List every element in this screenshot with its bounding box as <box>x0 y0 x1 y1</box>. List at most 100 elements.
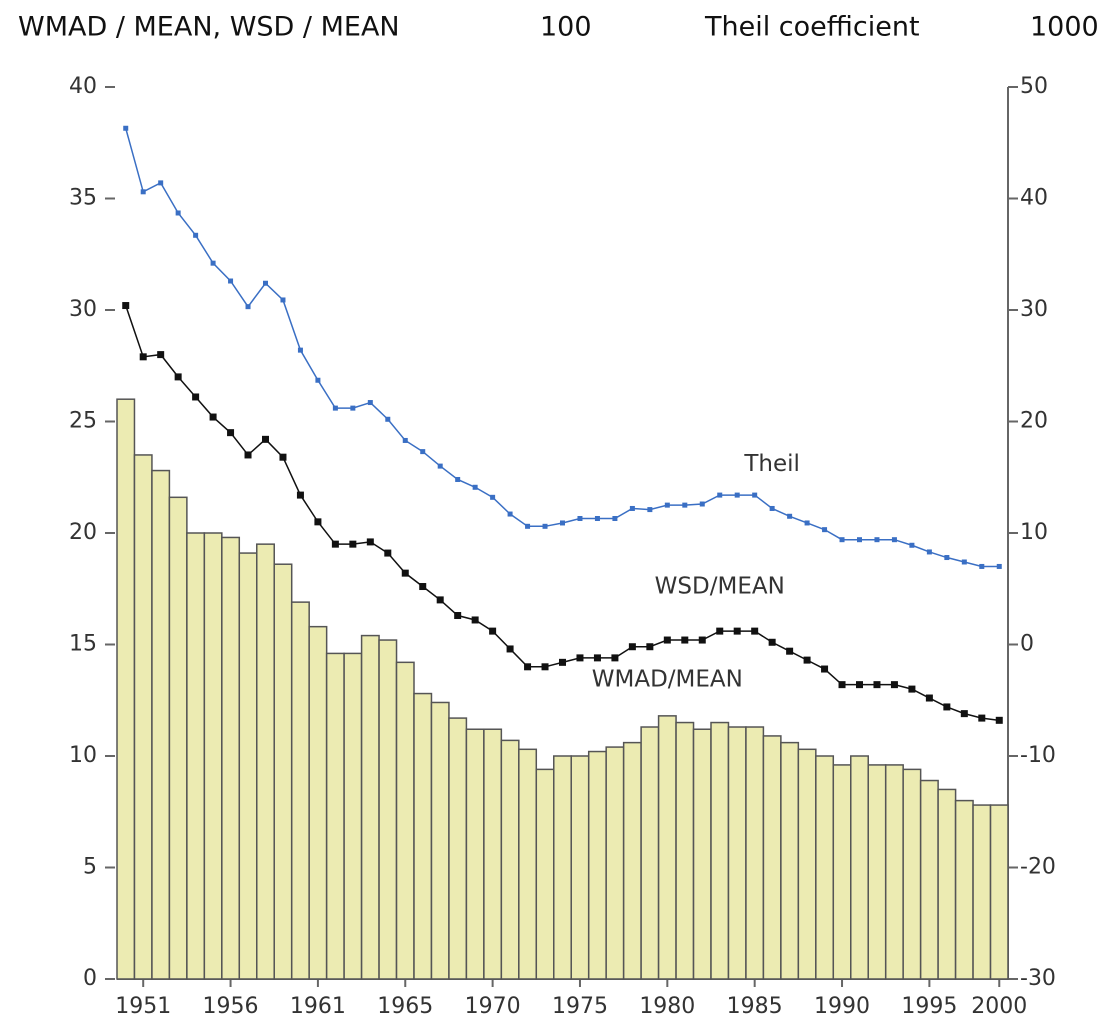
right-axis-title: Theil coefficient <box>704 12 920 43</box>
y2-tick-label: -10 <box>1020 743 1056 768</box>
bar <box>553 755 572 980</box>
y-tick-label: 5 <box>83 855 97 880</box>
bar <box>256 543 275 980</box>
marker <box>296 491 304 499</box>
right-axis-scale: 1000 <box>1030 12 1099 43</box>
marker <box>786 647 794 655</box>
y-tick-label: 10 <box>69 743 97 768</box>
marker <box>193 232 199 238</box>
bar <box>710 721 730 980</box>
marker <box>158 180 164 186</box>
bar <box>151 469 171 980</box>
marker <box>123 125 129 131</box>
bar <box>850 755 869 980</box>
marker <box>961 559 967 565</box>
y-tick-label: 30 <box>69 297 97 322</box>
marker <box>420 449 426 455</box>
x-tick-label: 1995 <box>901 994 957 1019</box>
marker <box>629 505 635 511</box>
x-tick-label: 2000 <box>971 994 1027 1019</box>
x-tick-label: 1985 <box>727 994 783 1019</box>
marker <box>122 302 130 310</box>
marker <box>751 627 759 635</box>
marker <box>472 484 478 490</box>
bar <box>500 739 520 980</box>
x-tick-label: 1970 <box>465 994 521 1019</box>
marker <box>227 429 235 437</box>
bar <box>308 625 328 980</box>
marker <box>944 555 950 561</box>
bar <box>937 788 957 980</box>
bar <box>325 652 345 980</box>
bar <box>605 746 625 980</box>
marker <box>873 681 881 689</box>
marker <box>524 663 532 671</box>
marker <box>612 516 618 522</box>
marker <box>611 654 619 662</box>
marker <box>960 710 968 718</box>
bar <box>465 728 485 980</box>
marker <box>332 405 338 411</box>
y2-tick-label: 10 <box>1020 520 1048 545</box>
line <box>125 128 1000 568</box>
marker <box>681 636 689 644</box>
bar <box>902 768 922 980</box>
marker <box>821 665 829 673</box>
marker <box>593 654 601 662</box>
marker <box>506 645 514 653</box>
y2-tick-label: 40 <box>1020 186 1048 211</box>
left-axis-title: WMAD / MEAN, WSD / MEAN <box>18 12 400 43</box>
marker <box>401 569 409 577</box>
bar <box>221 536 241 980</box>
bar <box>587 750 607 980</box>
marker <box>366 538 374 546</box>
marker <box>577 516 583 522</box>
bar <box>640 726 660 980</box>
marker <box>367 400 373 406</box>
marker <box>925 694 933 702</box>
bar <box>360 634 380 980</box>
series-label: WSD/MEAN <box>655 574 785 600</box>
marker <box>436 596 444 604</box>
bar <box>745 726 765 980</box>
marker <box>716 627 724 635</box>
marker <box>507 511 513 517</box>
marker <box>559 658 566 666</box>
y-tick-label: 25 <box>69 409 97 434</box>
bar <box>378 639 398 980</box>
bar <box>919 779 939 980</box>
bar <box>832 764 852 980</box>
marker <box>803 656 811 664</box>
marker <box>996 563 1002 569</box>
marker <box>315 377 321 383</box>
marker <box>647 507 653 513</box>
marker <box>890 681 898 689</box>
marker <box>682 502 688 508</box>
y-tick-label: 35 <box>69 186 97 211</box>
x-tick-label: 1951 <box>115 994 171 1019</box>
marker <box>262 435 269 443</box>
left-axis-scale: 100 <box>540 12 592 43</box>
x-tick-label: 1965 <box>377 994 433 1019</box>
bar <box>273 563 293 980</box>
bar <box>203 532 223 980</box>
bar <box>518 748 538 980</box>
marker <box>314 518 322 526</box>
marker <box>280 297 286 303</box>
bar <box>133 454 153 980</box>
y2-tick-label: 0 <box>1020 632 1034 657</box>
marker <box>350 405 356 411</box>
y2-tick-label: 20 <box>1020 409 1048 434</box>
marker <box>787 513 793 519</box>
marker <box>822 527 828 533</box>
bar <box>343 652 363 980</box>
y2-tick-label: 30 <box>1020 297 1048 322</box>
marker <box>490 494 496 500</box>
marker <box>891 537 897 543</box>
marker <box>768 638 776 646</box>
x-tick-label: 1980 <box>639 994 695 1019</box>
marker <box>174 373 182 381</box>
marker <box>594 516 600 522</box>
bar <box>622 741 642 980</box>
bar <box>168 496 188 980</box>
